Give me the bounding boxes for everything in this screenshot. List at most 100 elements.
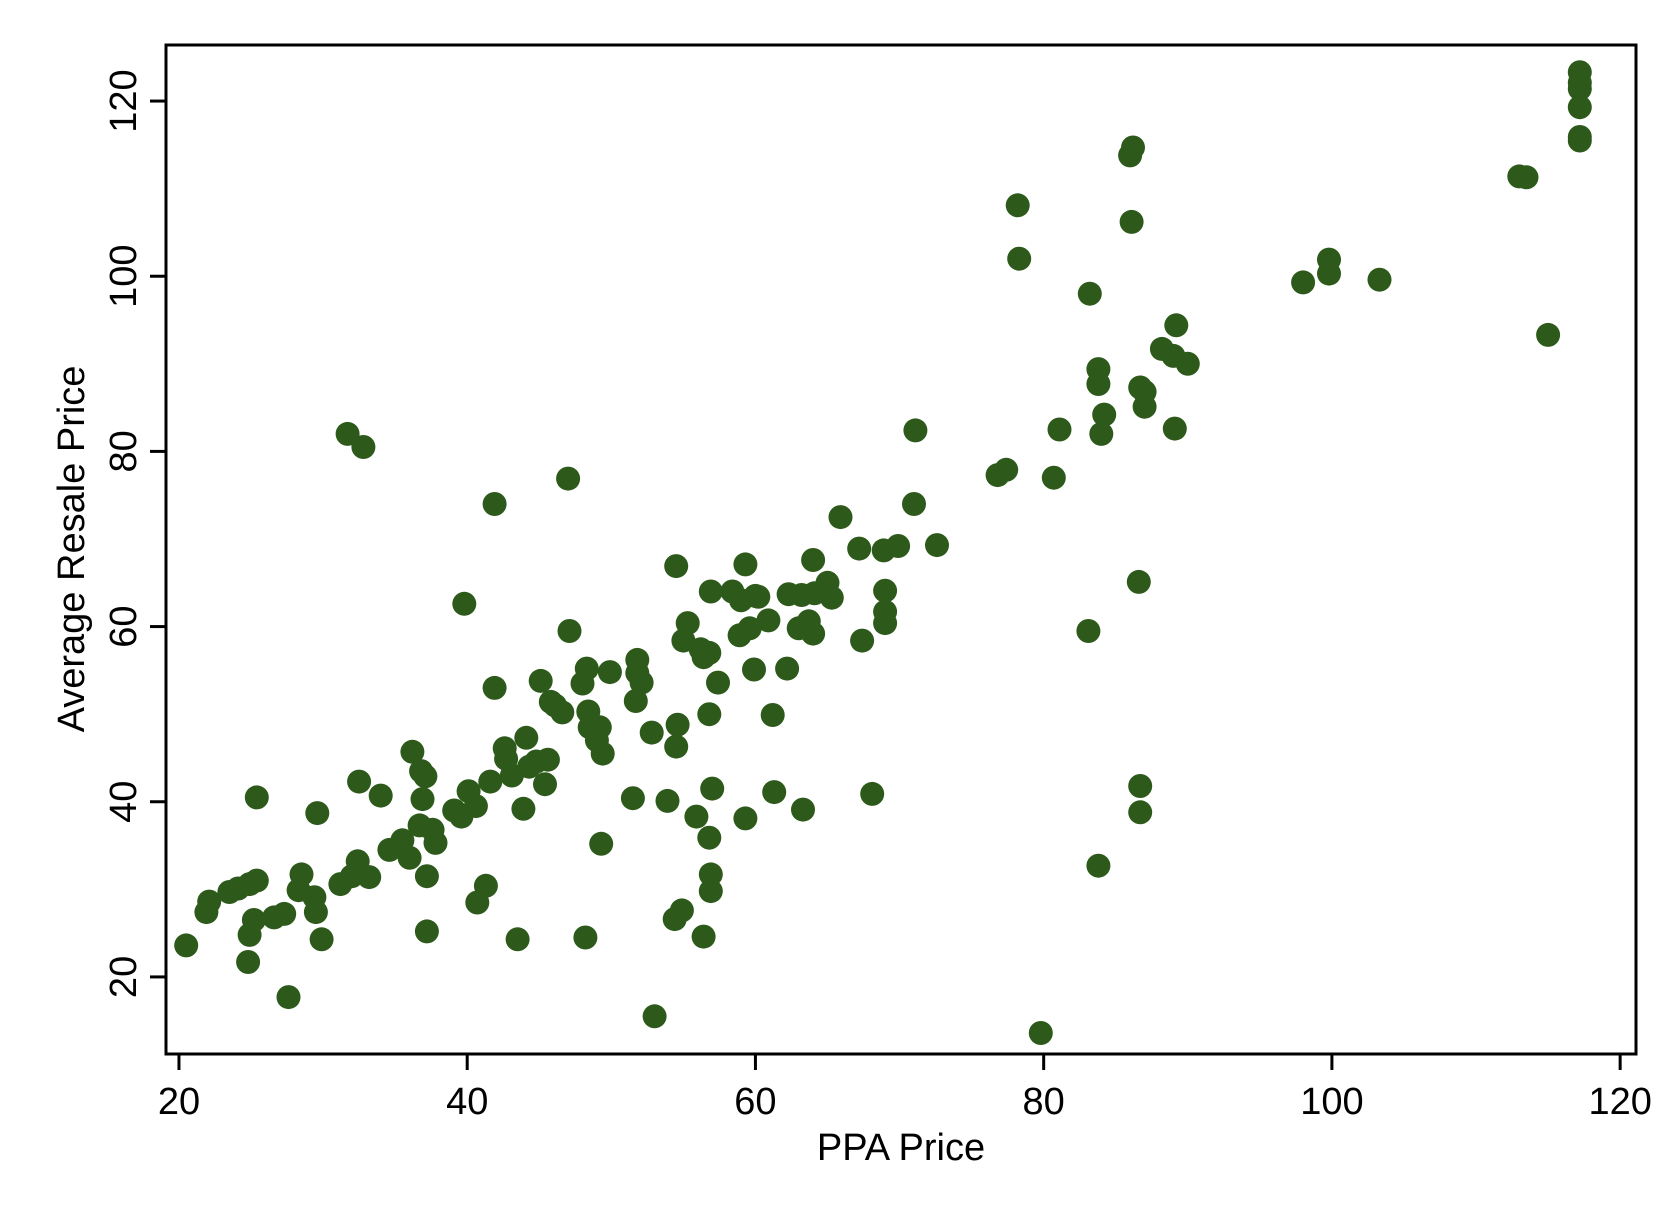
data-point bbox=[309, 927, 334, 952]
data-point bbox=[698, 579, 723, 604]
data-point bbox=[423, 830, 448, 855]
data-point bbox=[698, 879, 723, 904]
data-point bbox=[902, 492, 926, 516]
data-point bbox=[733, 552, 758, 577]
data-point bbox=[272, 901, 297, 926]
data-point bbox=[528, 668, 553, 693]
data-point bbox=[1028, 1021, 1053, 1045]
x-axis-title: PPA Price bbox=[817, 1127, 985, 1169]
data-point bbox=[357, 865, 382, 890]
data-point bbox=[1121, 135, 1145, 160]
data-point bbox=[289, 862, 314, 887]
data-point bbox=[1092, 402, 1117, 427]
data-point bbox=[760, 703, 785, 727]
data-point bbox=[482, 492, 507, 516]
data-point bbox=[414, 864, 439, 889]
x-tick-label: 120 bbox=[1588, 1081, 1651, 1123]
data-point bbox=[556, 466, 581, 491]
data-point bbox=[698, 862, 723, 887]
data-point bbox=[1128, 800, 1153, 825]
data-point bbox=[886, 534, 911, 558]
data-point bbox=[244, 868, 269, 893]
data-point bbox=[1128, 774, 1153, 798]
data-point bbox=[482, 675, 507, 700]
data-point bbox=[1567, 95, 1592, 120]
data-point bbox=[197, 889, 222, 914]
data-point bbox=[535, 747, 560, 772]
data-point bbox=[828, 505, 853, 530]
data-point bbox=[742, 657, 766, 682]
data-point bbox=[505, 927, 530, 952]
data-point bbox=[590, 741, 615, 766]
data-point bbox=[1076, 619, 1101, 643]
data-point bbox=[1514, 165, 1539, 190]
data-point bbox=[706, 670, 730, 695]
data-point bbox=[587, 715, 612, 740]
data-point bbox=[1567, 76, 1592, 101]
data-point bbox=[697, 640, 722, 665]
data-point bbox=[801, 621, 826, 646]
data-point bbox=[1162, 416, 1187, 441]
data-point bbox=[642, 1004, 667, 1029]
y-axis: 20 40 60 80 100 120 bbox=[103, 69, 166, 998]
data-point bbox=[413, 764, 438, 789]
data-point bbox=[684, 804, 709, 829]
plot-frame bbox=[164, 43, 1638, 1056]
y-tick-label: 80 bbox=[103, 430, 145, 472]
data-point bbox=[623, 689, 648, 713]
data-point bbox=[625, 647, 650, 672]
data-point bbox=[550, 700, 575, 725]
data-point bbox=[597, 660, 622, 685]
data-point bbox=[756, 608, 781, 633]
x-tick-label: 20 bbox=[158, 1081, 200, 1123]
data-point bbox=[1291, 270, 1316, 295]
data-point bbox=[1119, 209, 1144, 234]
data-point bbox=[697, 825, 722, 850]
data-point bbox=[1047, 417, 1072, 442]
data-point bbox=[347, 769, 372, 794]
data-point bbox=[873, 611, 898, 636]
data-points bbox=[174, 60, 1592, 1045]
data-point bbox=[368, 783, 393, 808]
data-point bbox=[664, 554, 689, 579]
data-point bbox=[1007, 246, 1032, 271]
x-tick-label: 40 bbox=[446, 1081, 488, 1123]
data-point bbox=[397, 845, 422, 870]
data-point bbox=[276, 985, 301, 1010]
data-point bbox=[1317, 261, 1341, 286]
y-tick-label: 100 bbox=[103, 245, 145, 308]
data-point bbox=[629, 670, 654, 695]
data-point bbox=[850, 628, 875, 653]
data-point bbox=[473, 873, 498, 898]
data-point bbox=[1086, 853, 1111, 878]
data-point bbox=[241, 908, 266, 932]
data-point bbox=[697, 702, 722, 727]
data-point bbox=[573, 925, 598, 950]
data-point bbox=[410, 787, 435, 812]
data-point bbox=[791, 797, 815, 822]
data-point bbox=[1567, 128, 1592, 153]
data-point bbox=[244, 785, 269, 810]
y-axis-title: Average Resale Price bbox=[51, 366, 93, 733]
data-point bbox=[746, 584, 771, 609]
data-point bbox=[589, 831, 614, 856]
data-point bbox=[305, 801, 330, 826]
data-point bbox=[691, 924, 716, 949]
y-tick-label: 120 bbox=[103, 69, 145, 132]
y-tick-label: 40 bbox=[103, 781, 145, 823]
y-tick-label: 60 bbox=[103, 605, 145, 647]
data-point bbox=[335, 421, 360, 446]
data-point bbox=[664, 734, 689, 759]
data-point bbox=[775, 656, 800, 681]
data-point bbox=[1164, 313, 1189, 338]
data-point bbox=[762, 780, 787, 805]
data-point bbox=[303, 900, 328, 925]
data-point bbox=[665, 712, 690, 737]
x-tick-label: 60 bbox=[734, 1081, 776, 1123]
data-point bbox=[414, 919, 439, 944]
data-point bbox=[994, 457, 1019, 482]
data-point bbox=[1077, 281, 1102, 306]
data-point bbox=[847, 536, 872, 561]
x-tick-label: 80 bbox=[1023, 1081, 1065, 1123]
